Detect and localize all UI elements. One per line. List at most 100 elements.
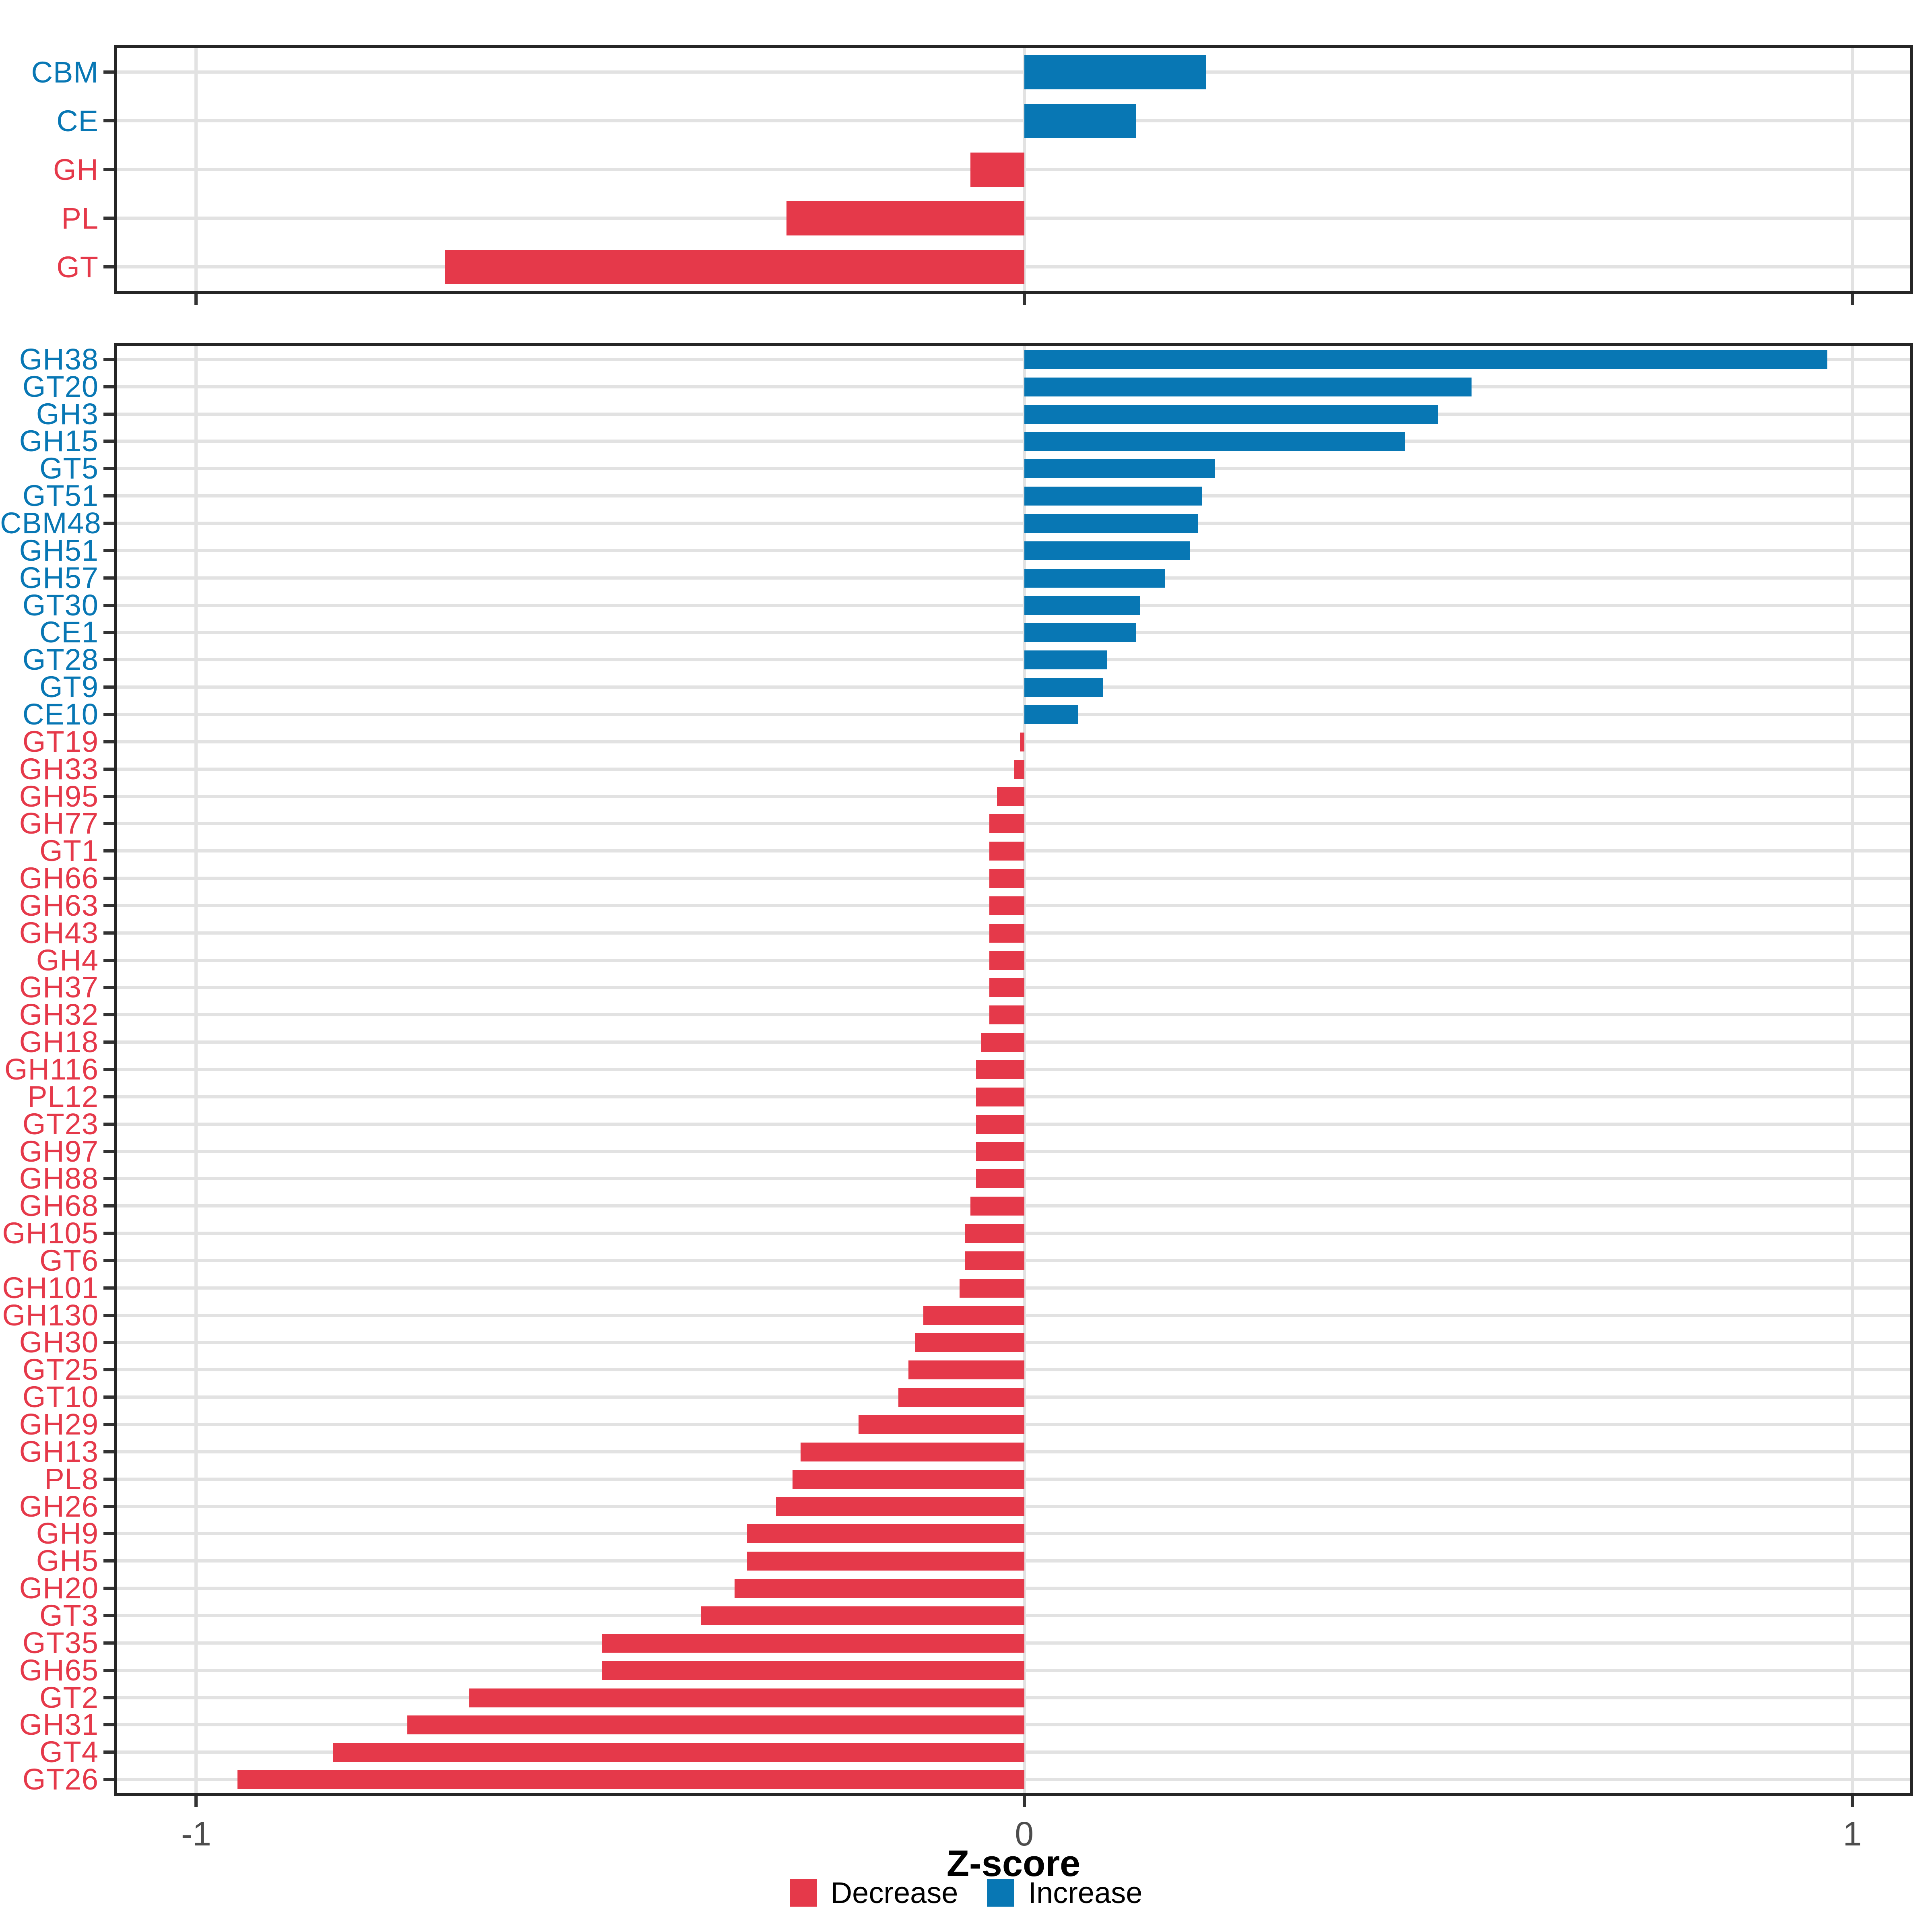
x-tick-mark-0 xyxy=(1022,1796,1026,1807)
bar-GH18 xyxy=(981,1032,1024,1052)
y-tick-mark xyxy=(103,168,114,171)
bar-PL xyxy=(786,201,1024,235)
bar-GH29 xyxy=(859,1415,1024,1434)
bar-GH3 xyxy=(1024,405,1439,424)
bar-GH9 xyxy=(747,1524,1024,1543)
bar-GT4 xyxy=(332,1742,1024,1762)
y-tick-mark xyxy=(103,1478,114,1481)
y-tick-mark xyxy=(103,1204,114,1208)
bar-GH88 xyxy=(976,1169,1024,1188)
y-tick-mark xyxy=(103,631,114,634)
x-axis-title: Z-score xyxy=(946,1843,1081,1884)
bottom-panel xyxy=(114,343,1913,1796)
category-label-GT6: GT6 xyxy=(39,1244,99,1277)
x-tick-label-neg1: -1 xyxy=(181,1815,211,1853)
category-label-GH13: GH13 xyxy=(19,1435,99,1468)
top-panel xyxy=(114,45,1913,294)
bar-GH105 xyxy=(964,1224,1024,1243)
bar-GH13 xyxy=(801,1442,1024,1461)
y-tick-mark xyxy=(103,1286,114,1290)
category-label-GH38: GH38 xyxy=(19,343,99,376)
bar-GT10 xyxy=(898,1387,1024,1407)
bar-GT30 xyxy=(1024,596,1140,615)
h-gridline xyxy=(117,631,1910,634)
y-tick-mark xyxy=(103,877,114,880)
category-label-PL8: PL8 xyxy=(44,1462,99,1496)
category-label-GH32: GH32 xyxy=(19,998,99,1031)
v-gridline-0 xyxy=(1022,346,1026,1793)
category-label-GH68: GH68 xyxy=(19,1189,99,1222)
y-tick-mark xyxy=(103,440,114,443)
h-gridline xyxy=(117,385,1910,388)
y-tick-mark xyxy=(103,849,114,852)
legend-label-decrease: Decrease xyxy=(830,1876,958,1909)
category-label-GH88: GH88 xyxy=(19,1162,99,1195)
h-gridline xyxy=(117,685,1910,689)
increase-color-swatch xyxy=(987,1879,1015,1907)
bar-GT1 xyxy=(989,841,1024,861)
category-label-GH51: GH51 xyxy=(19,534,99,567)
category-label-CE10: CE10 xyxy=(22,698,99,731)
bar-GH38 xyxy=(1024,350,1828,369)
category-label-GH26: GH26 xyxy=(19,1490,99,1523)
category-label-GT25: GT25 xyxy=(22,1353,99,1386)
bar-GH57 xyxy=(1024,568,1165,588)
bar-GH30 xyxy=(915,1333,1024,1352)
bar-GH51 xyxy=(1024,541,1190,560)
category-label-GH97: GH97 xyxy=(19,1135,99,1168)
bar-GT9 xyxy=(1024,677,1103,697)
y-tick-mark xyxy=(103,1232,114,1235)
y-tick-mark xyxy=(103,986,114,989)
y-tick-mark xyxy=(103,576,114,580)
category-label-CE1: CE1 xyxy=(39,615,99,649)
h-gridline xyxy=(117,440,1910,443)
y-tick-mark xyxy=(103,1341,114,1344)
h-gridline xyxy=(117,768,1910,771)
category-label-GH66: GH66 xyxy=(19,861,99,895)
category-label-GT35: GT35 xyxy=(22,1626,99,1660)
x-tick-mark-1 xyxy=(1850,1796,1854,1807)
x-tick-mark-1 xyxy=(1850,294,1854,305)
h-gridline xyxy=(117,413,1910,416)
category-label-GH: GH xyxy=(53,153,99,186)
y-tick-mark xyxy=(103,1696,114,1699)
y-tick-mark xyxy=(103,1505,114,1508)
category-label-GT30: GT30 xyxy=(22,588,99,622)
y-tick-mark xyxy=(103,904,114,907)
h-gridline xyxy=(117,467,1910,470)
category-label-GT2: GT2 xyxy=(39,1681,99,1714)
y-tick-mark xyxy=(103,522,114,525)
bar-PL12 xyxy=(976,1087,1024,1106)
y-tick-mark xyxy=(103,1368,114,1371)
y-tick-mark xyxy=(103,1123,114,1126)
v-gridline-0 xyxy=(1022,48,1026,291)
h-gridline xyxy=(117,119,1910,122)
bar-GT5 xyxy=(1024,459,1215,478)
y-tick-mark xyxy=(103,1669,114,1672)
y-tick-mark xyxy=(103,1641,114,1645)
y-tick-mark xyxy=(103,1723,114,1726)
y-tick-mark xyxy=(103,931,114,935)
category-label-GH37: GH37 xyxy=(19,970,99,1004)
y-tick-mark xyxy=(103,265,114,268)
category-label-GH95: GH95 xyxy=(19,780,99,813)
bar-GT26 xyxy=(237,1770,1024,1789)
category-label-GH4: GH4 xyxy=(36,943,99,977)
bar-GH65 xyxy=(602,1661,1024,1680)
bar-GT3 xyxy=(701,1606,1024,1625)
bar-GH43 xyxy=(989,923,1024,943)
bar-GH32 xyxy=(989,1005,1024,1024)
category-label-GT5: GT5 xyxy=(39,452,99,485)
h-gridline xyxy=(117,358,1910,361)
bar-GH97 xyxy=(976,1142,1024,1161)
x-tick-mark--1 xyxy=(194,294,198,305)
y-tick-mark xyxy=(103,1395,114,1399)
category-label-GT10: GT10 xyxy=(22,1380,99,1414)
bar-GH130 xyxy=(923,1306,1024,1325)
y-tick-mark xyxy=(103,217,114,220)
y-tick-mark xyxy=(103,1587,114,1590)
category-label-GH20: GH20 xyxy=(19,1571,99,1605)
category-label-GH43: GH43 xyxy=(19,916,99,949)
category-label-GH3: GH3 xyxy=(36,397,99,431)
